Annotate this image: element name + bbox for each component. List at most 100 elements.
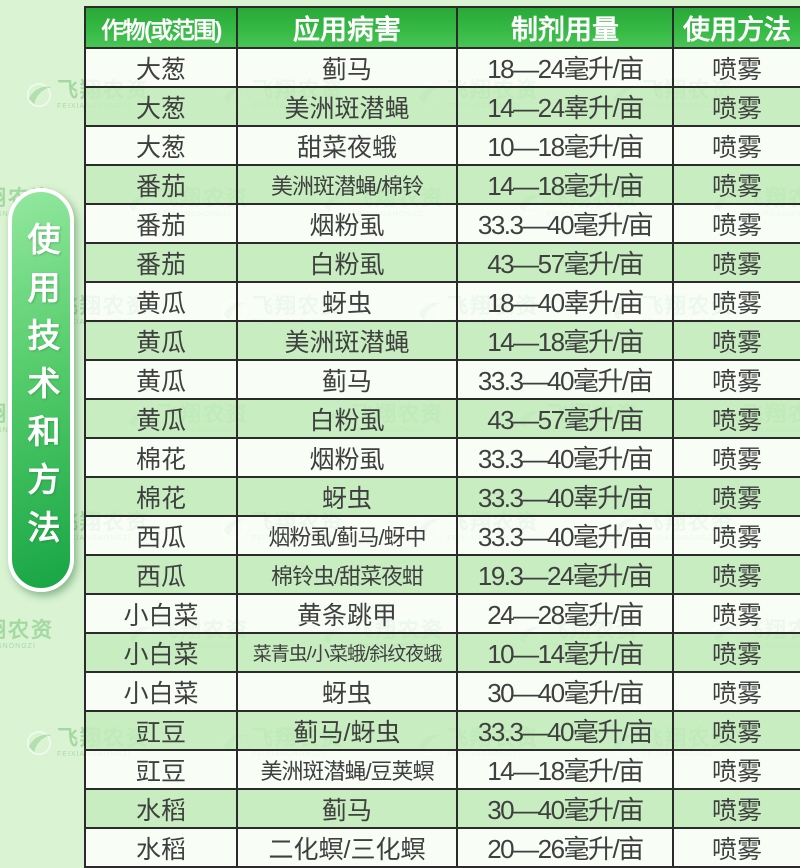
table-row: 豇豆 蓟马/蚜虫 33.3—40毫升/亩 喷雾 — [84, 710, 800, 751]
usage-table-wrap: 作物(或范围) 应用病害 制剂用量 使用方法 大葱 蓟马 18—24毫升/亩 喷雾 大葱… — [84, 6, 800, 868]
table-row: 小白菜 黄条跳甲 24—28毫升/亩 喷雾 — [84, 593, 800, 634]
cell-crop: 小白菜 — [84, 632, 238, 673]
header-row: 作物(或范围) 应用病害 制剂用量 使用方法 — [84, 6, 800, 49]
cell-method: 喷雾 — [672, 164, 800, 205]
cell-pest: 烟粉虱 — [236, 437, 458, 478]
cell-pest: 蚜虫 — [236, 476, 458, 517]
table-row: 番茄 烟粉虱 33.3—40毫升/亩 喷雾 — [84, 203, 800, 244]
cell-method: 喷雾 — [672, 593, 800, 634]
cell-dosage: 20—26毫升/亩 — [456, 827, 674, 868]
cell-crop: 豇豆 — [84, 749, 238, 790]
cell-method: 喷雾 — [672, 554, 800, 595]
cell-pest: 蚜虫 — [236, 671, 458, 712]
cell-crop: 小白菜 — [84, 593, 238, 634]
cell-dosage: 33.3—40毫升/亩 — [456, 203, 674, 244]
watermark-unit: 飞翔农资FEIXIANGNONGZI — [515, 0, 639, 2]
cell-crop: 黄瓜 — [84, 359, 238, 400]
table-row: 大葱 蓟马 18—24毫升/亩 喷雾 — [84, 47, 800, 88]
watermark-unit: 飞翔农资FEIXIANGNONGZI — [0, 0, 54, 2]
cell-method: 喷雾 — [672, 476, 800, 517]
cell-crop: 西瓜 — [84, 554, 238, 595]
cell-method: 喷雾 — [672, 47, 800, 88]
cell-dosage: 24—28毫升/亩 — [456, 593, 674, 634]
side-label-text: 使用技术和方法 — [23, 222, 60, 558]
header-pest: 应用病害 — [236, 6, 458, 49]
cell-crop: 小白菜 — [84, 671, 238, 712]
cell-dosage: 14—18毫升/亩 — [456, 164, 674, 205]
cell-crop: 黄瓜 — [84, 281, 238, 322]
table-row: 西瓜 棉铃虫/甜菜夜蚶 19.3—24毫升/亩 喷雾 — [84, 554, 800, 595]
cell-pest: 烟粉虱 — [236, 203, 458, 244]
cell-dosage: 14—18毫升/亩 — [456, 749, 674, 790]
table-row: 豇豆 美洲斑潜蝇/豆荚螟 14—18毫升/亩 喷雾 — [84, 749, 800, 790]
cell-crop: 番茄 — [84, 164, 238, 205]
leaf-swoosh-icon — [515, 0, 543, 1]
cell-dosage: 18—24毫升/亩 — [456, 47, 674, 88]
cell-method: 喷雾 — [672, 320, 800, 361]
cell-dosage: 14—24辜升/亩 — [456, 86, 674, 127]
cell-pest: 美洲斑潜蝇 — [236, 320, 458, 361]
cell-pest: 二化螟/三化螟 — [236, 827, 458, 868]
leaf-swoosh-icon — [320, 0, 348, 1]
table-row: 黄瓜 美洲斑潜蝇 14—18毫升/亩 喷雾 — [84, 320, 800, 361]
table-row: 番茄 美洲斑潜蝇/棉铃 14—18毫升/亩 喷雾 — [84, 164, 800, 205]
cell-pest: 蓟马/蚜虫 — [236, 710, 458, 751]
cell-method: 喷雾 — [672, 281, 800, 322]
cell-dosage: 10—18毫升/亩 — [456, 125, 674, 166]
cell-pest: 蚜虫 — [236, 281, 458, 322]
watermark-cn: 飞翔农资 — [0, 619, 54, 642]
cell-method: 喷雾 — [672, 827, 800, 868]
table-row: 番茄 白粉虱 43—57毫升/亩 喷雾 — [84, 242, 800, 283]
table-row: 大葱 甜菜夜蛾 10—18毫升/亩 喷雾 — [84, 125, 800, 166]
leaf-swoosh-icon — [125, 0, 153, 1]
cell-method: 喷雾 — [672, 437, 800, 478]
table-row: 黄瓜 蚜虫 18—40辜升/亩 喷雾 — [84, 281, 800, 322]
cell-method: 喷雾 — [672, 632, 800, 673]
cell-pest: 美洲斑潜蝇/棉铃 — [236, 164, 458, 205]
cell-pest: 甜菜夜蛾 — [236, 125, 458, 166]
cell-crop: 西瓜 — [84, 515, 238, 556]
cell-method: 喷雾 — [672, 242, 800, 283]
table-row: 水稻 二化螟/三化螟 20—26毫升/亩 喷雾 — [84, 827, 800, 868]
cell-method: 喷雾 — [672, 359, 800, 400]
cell-pest: 白粉虱 — [236, 398, 458, 439]
table-row: 小白菜 菜青虫/小菜蛾/斜纹夜蛾 10—14毫升/亩 喷雾 — [84, 632, 800, 673]
watermark-en: FEIXIANGNONGZI — [157, 0, 249, 2]
cell-dosage: 33.3—40毫升/亩 — [456, 710, 674, 751]
cell-pest: 菜青虫/小菜蛾/斜纹夜蛾 — [236, 632, 458, 673]
cell-crop: 豇豆 — [84, 710, 238, 751]
watermark-en: FEIXIANGNONGZI — [742, 0, 800, 2]
watermark-unit: 飞翔农资FEIXIANGNONGZI — [125, 0, 249, 2]
header-method: 使用方法 — [672, 6, 800, 49]
table-body: 大葱 蓟马 18—24毫升/亩 喷雾 大葱 美洲斑潜蝇 14—24辜升/亩 喷雾 大葱 甜菜夜蛾 1… — [84, 47, 800, 868]
header-crop: 作物(或范围) — [84, 6, 238, 49]
cell-dosage: 33.3—40辜升/亩 — [456, 476, 674, 517]
cell-method: 喷雾 — [672, 86, 800, 127]
cell-dosage: 43—57毫升/亩 — [456, 242, 674, 283]
cell-pest: 棉铃虫/甜菜夜蚶 — [236, 554, 458, 595]
cell-crop: 棉花 — [84, 437, 238, 478]
cell-method: 喷雾 — [672, 749, 800, 790]
table-row: 大葱 美洲斑潜蝇 14—24辜升/亩 喷雾 — [84, 86, 800, 127]
cell-crop: 水稻 — [84, 827, 238, 868]
cell-crop: 大葱 — [84, 47, 238, 88]
cell-crop: 水稻 — [84, 788, 238, 829]
cell-dosage: 33.3—40毫升/亩 — [456, 515, 674, 556]
cell-pest: 美洲斑潜蝇 — [236, 86, 458, 127]
cell-crop: 大葱 — [84, 125, 238, 166]
cell-dosage: 43—57毫升/亩 — [456, 398, 674, 439]
cell-pest: 美洲斑潜蝇/豆荚螟 — [236, 749, 458, 790]
cell-pest: 黄条跳甲 — [236, 593, 458, 634]
table-row: 小白菜 蚜虫 30—40毫升/亩 喷雾 — [84, 671, 800, 712]
cell-dosage: 30—40毫升/亩 — [456, 788, 674, 829]
cell-dosage: 33.3—40毫升/亩 — [456, 359, 674, 400]
cell-method: 喷雾 — [672, 710, 800, 751]
leaf-swoosh-icon — [710, 0, 738, 1]
cell-pest: 蓟马 — [236, 788, 458, 829]
table-row: 棉花 蚜虫 33.3—40辜升/亩 喷雾 — [84, 476, 800, 517]
table-row: 水稻 蓟马 30—40毫升/亩 喷雾 — [84, 788, 800, 829]
cell-method: 喷雾 — [672, 125, 800, 166]
side-label-pill: 使用技术和方法 — [8, 188, 74, 592]
leaf-swoosh-icon — [26, 82, 52, 108]
cell-dosage: 10—14毫升/亩 — [456, 632, 674, 673]
